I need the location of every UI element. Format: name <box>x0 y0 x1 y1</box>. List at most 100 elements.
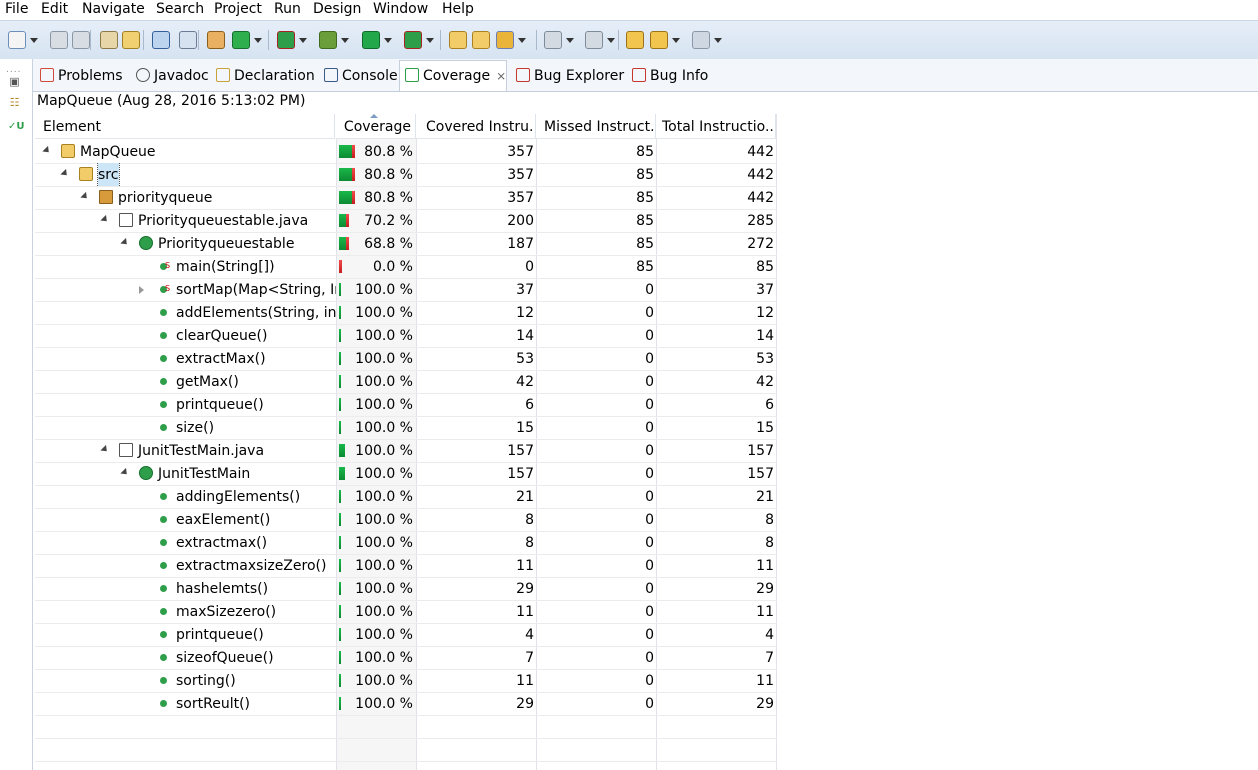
element-name[interactable]: size() <box>176 420 215 436</box>
table-row[interactable]: MapQueue 80.8 % 357 85 442 <box>35 140 777 164</box>
refresh-icon[interactable] <box>232 31 250 49</box>
tab-problems[interactable]: Problems <box>35 61 127 91</box>
dropdown-arrow-icon[interactable] <box>607 38 615 43</box>
open-task-icon[interactable] <box>152 31 170 49</box>
element-name[interactable]: sizeofQueue() <box>176 650 274 666</box>
menu-design[interactable]: Design <box>313 1 362 17</box>
element-name[interactable]: MapQueue <box>80 144 156 160</box>
element-name[interactable]: addElements(String, int) <box>176 305 336 321</box>
table-row[interactable]: extractMax() 100.0 % 53 0 53 <box>35 347 777 371</box>
element-name[interactable]: printqueue() <box>176 627 264 643</box>
element-name[interactable]: hashelemts() <box>176 581 269 597</box>
tab-declaration[interactable]: Declaration <box>211 61 315 91</box>
previous-annotation-icon[interactable] <box>585 31 603 49</box>
table-row[interactable]: src 80.8 % 357 85 442 <box>35 163 777 187</box>
column-header-coverage[interactable]: Coverage <box>336 114 416 139</box>
run-icon[interactable] <box>362 31 380 49</box>
element-name[interactable]: eaxElement() <box>176 512 271 528</box>
table-row[interactable]: sortReult() 100.0 % 29 0 29 <box>35 692 777 716</box>
column-header-missed[interactable]: Missed Instruct... <box>536 114 656 139</box>
element-name[interactable]: sortMap(Map<String, In <box>176 282 336 298</box>
save-all-icon[interactable] <box>72 31 90 49</box>
new-icon[interactable] <box>8 31 26 49</box>
print-icon[interactable] <box>100 31 118 49</box>
element-name[interactable]: src <box>96 163 121 186</box>
element-name[interactable]: clearQueue() <box>176 328 268 344</box>
element-name[interactable]: addingElements() <box>176 489 301 505</box>
expanded-twisty-icon[interactable] <box>100 214 110 225</box>
menu-edit[interactable]: Edit <box>41 1 69 17</box>
dropdown-arrow-icon[interactable] <box>566 38 574 43</box>
table-row[interactable]: size() 100.0 % 15 0 15 <box>35 416 777 440</box>
expanded-twisty-icon[interactable] <box>120 237 130 248</box>
dropdown-arrow-icon[interactable] <box>426 38 434 43</box>
menu-file[interactable]: File <box>5 1 29 17</box>
expanded-twisty-icon[interactable] <box>80 191 90 202</box>
table-row[interactable]: maxSizezero() 100.0 % 11 0 11 <box>35 600 777 624</box>
element-name[interactable]: main(String[]) <box>176 259 275 275</box>
table-row[interactable]: Priorityqueuestable 68.8 % 187 85 272 <box>35 232 777 256</box>
table-row[interactable]: getMax() 100.0 % 42 0 42 <box>35 370 777 394</box>
tab-javadoc[interactable]: Javadoc <box>131 61 209 91</box>
toggle-breakpoint-icon[interactable] <box>179 31 197 49</box>
last-edit-icon[interactable] <box>626 31 644 49</box>
close-icon[interactable]: ⨯ <box>496 69 507 83</box>
tab-bug-explorer[interactable]: Bug Explorer <box>511 61 624 91</box>
junit-icon[interactable]: ✓U <box>8 121 25 132</box>
expanded-twisty-icon[interactable] <box>42 145 52 156</box>
save-icon[interactable] <box>50 31 68 49</box>
tab-console[interactable]: Console <box>319 61 398 91</box>
dropdown-arrow-icon[interactable] <box>384 38 392 43</box>
element-name[interactable]: printqueue() <box>176 397 264 413</box>
element-name[interactable]: sorting() <box>176 673 236 689</box>
expanded-twisty-icon[interactable] <box>100 444 110 455</box>
table-row[interactable]: printqueue() 100.0 % 6 0 6 <box>35 393 777 417</box>
dropdown-arrow-icon[interactable] <box>672 38 680 43</box>
tab-coverage[interactable]: Coverage ⨯ <box>399 60 507 91</box>
table-row[interactable]: JunitTestMain 100.0 % 157 0 157 <box>35 462 777 486</box>
table-row[interactable]: sorting() 100.0 % 11 0 11 <box>35 669 777 693</box>
element-name[interactable]: JunitTestMain <box>158 466 251 482</box>
column-header-element[interactable]: Element <box>35 114 335 139</box>
column-header-covered[interactable]: Covered Instru... <box>416 114 536 139</box>
element-name[interactable]: maxSizezero() <box>176 604 277 620</box>
external-tools-icon[interactable] <box>404 31 422 49</box>
dropdown-arrow-icon[interactable] <box>341 38 349 43</box>
menu-project[interactable]: Project <box>214 1 262 17</box>
table-row[interactable]: sizeofQueue() 100.0 % 7 0 7 <box>35 646 777 670</box>
table-row[interactable]: clearQueue() 100.0 % 14 0 14 <box>35 324 777 348</box>
open-type-icon[interactable] <box>122 31 140 49</box>
menu-help[interactable]: Help <box>442 1 474 17</box>
expanded-twisty-icon[interactable] <box>120 467 130 478</box>
table-row[interactable]: JunitTestMain.java 100.0 % 157 0 157 <box>35 439 777 463</box>
menu-search[interactable]: Search <box>156 1 205 17</box>
search-icon[interactable] <box>496 31 514 49</box>
back-icon[interactable] <box>650 31 668 49</box>
element-name[interactable]: Priorityqueuestable.java <box>138 213 309 229</box>
restore-icon[interactable]: ▣ <box>9 75 20 88</box>
table-row[interactable]: extractmax() 100.0 % 8 0 8 <box>35 531 777 555</box>
table-row[interactable]: extractmaxsizeZero() 100.0 % 11 0 11 <box>35 554 777 578</box>
element-name[interactable]: getMax() <box>176 374 239 390</box>
expanded-twisty-icon[interactable] <box>60 168 70 179</box>
table-row[interactable]: eaxElement() 100.0 % 8 0 8 <box>35 508 777 532</box>
dropdown-arrow-icon[interactable] <box>30 38 38 43</box>
next-annotation-icon[interactable] <box>544 31 562 49</box>
element-name[interactable]: extractmax() <box>176 535 268 551</box>
open-folder-icon[interactable] <box>449 31 467 49</box>
table-row[interactable]: Priorityqueuestable.java 70.2 % 200 85 285 <box>35 209 777 233</box>
table-row[interactable]: priorityqueue 80.8 % 357 85 442 <box>35 186 777 210</box>
element-name[interactable]: Priorityqueuestable <box>158 236 295 252</box>
element-name[interactable]: extractmaxsizeZero() <box>176 558 327 574</box>
menu-navigate[interactable]: Navigate <box>82 1 145 17</box>
column-header-total[interactable]: Total Instructio... <box>656 114 776 139</box>
menu-window[interactable]: Window <box>373 1 429 17</box>
dropdown-arrow-icon[interactable] <box>714 38 722 43</box>
tab-bug-info[interactable]: Bug Info <box>627 61 708 91</box>
open-file-icon[interactable] <box>472 31 490 49</box>
element-name[interactable]: priorityqueue <box>118 190 213 206</box>
element-name[interactable]: sortReult() <box>176 696 250 712</box>
collapsed-twisty-icon[interactable] <box>139 286 144 294</box>
coverage-run-icon[interactable] <box>277 31 295 49</box>
